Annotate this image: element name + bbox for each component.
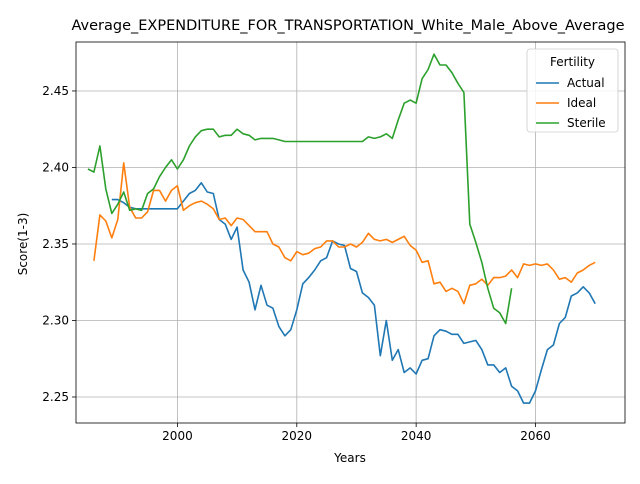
y-tick-label: 2.25 [42, 390, 69, 404]
legend-box [526, 48, 619, 133]
series-line-actual [111, 182, 596, 404]
y-tick-label: 2.30 [42, 313, 69, 327]
x-tick-label: 2060 [520, 429, 551, 443]
series-line-sterile [87, 53, 513, 325]
x-tick-label: 2040 [401, 429, 432, 443]
y-tick-label: 2.45 [42, 84, 69, 98]
legend-label-ideal: Ideal [567, 96, 596, 110]
chart-title: Average_EXPENDITURE_FOR_TRANSPORTATION_W… [71, 18, 624, 34]
legend: Fertility Actual Ideal Sterile [526, 48, 619, 133]
axes-frame [75, 41, 626, 424]
y-tick-label: 2.35 [42, 237, 69, 251]
series-line-ideal [93, 162, 596, 305]
y-axis-label: Score(1-3) [16, 213, 30, 276]
y-tick-label: 2.40 [42, 160, 69, 174]
legend-title: Fertility [550, 55, 595, 69]
x-axis-label: Years [333, 451, 366, 465]
legend-label-actual: Actual [567, 76, 605, 90]
axis-ticks: 2000 2020 2040 2060 2.25 2.30 2.35 2.40 2.45 [42, 84, 550, 443]
x-tick-label: 2020 [282, 429, 313, 443]
series-lines [87, 53, 596, 404]
legend-label-sterile: Sterile [567, 116, 606, 130]
x-tick-label: 2000 [162, 429, 193, 443]
